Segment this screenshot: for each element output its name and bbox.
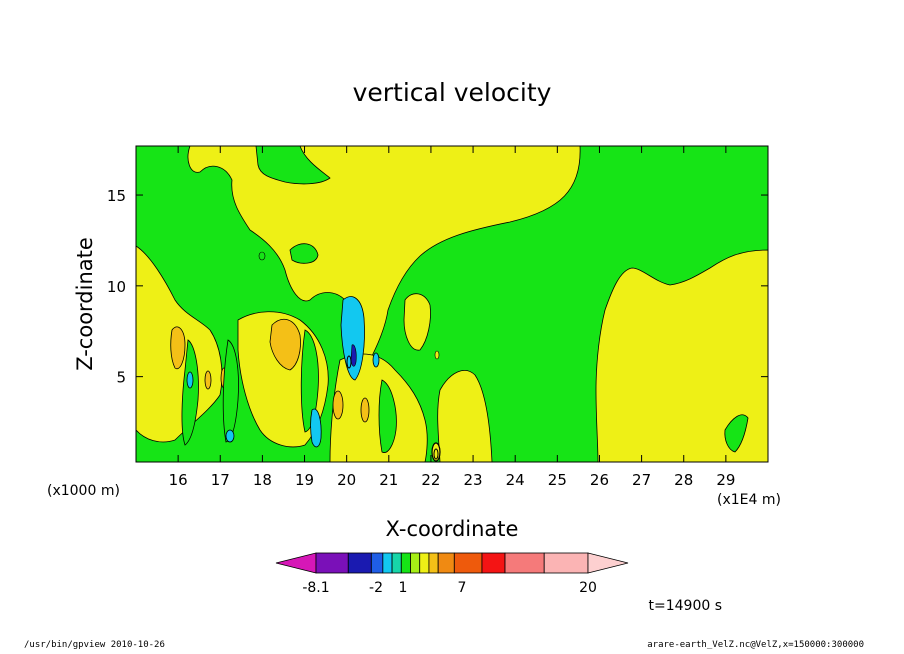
contour-yellow-right <box>595 249 768 462</box>
colorbar-segment <box>481 552 506 574</box>
colorbar-segment <box>400 552 411 574</box>
contour-orange-core-4 <box>360 397 370 423</box>
contour-yellow-right-plume <box>437 370 493 462</box>
contour-cyan-core-5 <box>372 352 380 368</box>
plot-area <box>135 145 769 463</box>
colorbar-segment <box>391 552 402 574</box>
colorbar-segment <box>315 552 349 574</box>
contour-green-gap <box>289 243 319 264</box>
contour-blue-core <box>350 344 357 367</box>
x-tick-label: 16 <box>169 471 188 489</box>
x-tick-label: 20 <box>337 471 356 489</box>
contour-orange-core-2 <box>170 326 186 370</box>
colorbar-segment <box>437 552 455 574</box>
y-axis-label: Z-coordinate <box>73 237 97 371</box>
colorbar-segment <box>453 552 483 574</box>
footer-left: /usr/bin/gpview 2010-10-26 <box>24 640 165 650</box>
x-tick-label: 26 <box>590 471 609 489</box>
x-tick-label: 23 <box>464 471 483 489</box>
colorbar-label: -8.1 <box>302 580 329 596</box>
x-tick-label: 28 <box>674 471 693 489</box>
contour-green-channel <box>255 146 331 185</box>
contour-orange-core-3 <box>332 390 344 420</box>
contour-green-streak-4 <box>378 379 397 453</box>
x-tick-label: 22 <box>421 471 440 489</box>
contour-green-right-spot <box>724 414 749 453</box>
chart-title: vertical velocity <box>353 78 552 107</box>
y-tick-label: 10 <box>107 278 126 296</box>
contour-small-spot-1 <box>434 350 440 360</box>
contour-green-streak-1 <box>181 339 199 446</box>
contour-cyan-core-2 <box>310 408 322 448</box>
x-tick-label: 24 <box>506 471 525 489</box>
y-tick-label: 15 <box>107 187 126 205</box>
colorbar-label: 20 <box>579 580 597 596</box>
colorbar-segment <box>382 552 393 574</box>
x-tick-label: 25 <box>548 471 567 489</box>
contour-dark-core <box>431 442 441 462</box>
x-unit-left: (x1000 m) <box>47 483 120 499</box>
contour-small-spot-2 <box>258 251 266 261</box>
x-tick-label: 18 <box>253 471 272 489</box>
colorbar-segment <box>419 552 430 574</box>
x-tick-label: 19 <box>295 471 314 489</box>
contour-cyan-core-4 <box>186 371 194 389</box>
contour-yellow-small-blob <box>403 293 431 351</box>
contour-dark-core-inner <box>433 448 439 460</box>
contour-cyan-core-3 <box>225 429 235 443</box>
contour-dark-spot <box>346 355 352 369</box>
x-axis-label: X-coordinate <box>386 517 519 541</box>
contour-yellow-lower <box>329 353 428 462</box>
y-tick-label: 5 <box>116 369 126 387</box>
footer-right: arare-earth_VelZ.nc@VelZ,x=150000:300000 <box>647 640 864 650</box>
contour-orange-core-6 <box>204 370 212 390</box>
colorbar-segment <box>504 552 545 574</box>
y-axis: 5 10 15 <box>107 187 768 387</box>
x-unit-right: (x1E4 m) <box>717 492 781 508</box>
colorbar-label: 7 <box>458 580 467 596</box>
colorbar: -8.1 -2 1 7 20 <box>275 552 629 596</box>
colorbar-segment <box>410 552 421 574</box>
colorbar-segment <box>543 552 589 574</box>
x-tick-label: 29 <box>716 471 735 489</box>
time-label: t=14900 s <box>649 598 723 614</box>
colorbar-segment <box>428 552 439 574</box>
colorbar-extend-max <box>587 552 629 574</box>
colorbar-label: 1 <box>399 580 408 596</box>
x-axis: 16 17 18 19 20 21 22 23 24 25 26 27 28 29 <box>169 146 735 489</box>
colorbar-segment <box>370 552 384 574</box>
x-tick-label: 21 <box>379 471 398 489</box>
colorbar-label: -2 <box>369 580 383 596</box>
x-tick-label: 27 <box>632 471 651 489</box>
plot-frame <box>135 145 769 463</box>
colorbar-segment <box>347 552 372 574</box>
contour-orange-core <box>269 318 301 371</box>
x-tick-label: 17 <box>211 471 230 489</box>
colorbar-extend-min <box>275 552 317 574</box>
